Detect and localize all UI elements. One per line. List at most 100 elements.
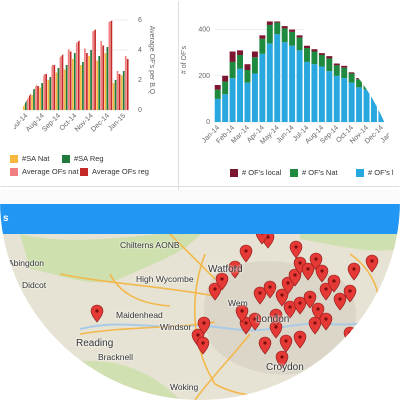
map-marker-icon: [289, 240, 303, 259]
map-marker-dot: [313, 321, 317, 325]
stacked-bar-segment: [237, 68, 244, 122]
stacked-bar-segment: [311, 49, 318, 52]
legend-item[interactable]: #SA Nat: [10, 154, 50, 163]
stacked-bar-segment: [385, 95, 392, 102]
stacked-bar-segment: [378, 88, 385, 90]
y-tick-label: 2: [138, 77, 142, 84]
bar: [92, 26, 94, 110]
map-canvas[interactable]: [0, 234, 400, 400]
stacked-bar-segment: [244, 70, 251, 83]
stacked-bar-segment: [214, 89, 221, 99]
stacked-bar-segment: [274, 21, 281, 23]
stacked-bar-segment: [333, 75, 340, 122]
stacked-bar-segment: [289, 45, 296, 122]
legend-item[interactable]: Average OFs reg: [80, 167, 149, 176]
bar: [100, 41, 103, 110]
map-marker-dot: [220, 277, 224, 281]
bar: [37, 86, 39, 110]
map-marker-icon: [281, 276, 295, 295]
legend-item[interactable]: Average OFs nat: [10, 167, 79, 176]
map-marker-icon: [327, 274, 341, 293]
bar: [88, 56, 90, 110]
map-marker-icon: [308, 316, 322, 335]
map-section-title: s: [3, 213, 9, 224]
stacked-bar-segment: [348, 73, 355, 83]
map-marker-icon: [228, 260, 242, 279]
bar: [33, 89, 35, 110]
stacked-bar-segment: [304, 45, 310, 49]
legend-item[interactable]: # OF's l: [356, 168, 394, 177]
map-marker-icon: [303, 290, 317, 309]
y-tick-label: 6: [138, 17, 142, 24]
map-marker-icon: [293, 296, 307, 315]
map-marker-dot: [324, 317, 328, 321]
legend-item[interactable]: #SA Reg: [62, 154, 104, 163]
stacked-bar-segment: [296, 35, 303, 38]
stacked-bar-segment: [333, 65, 340, 76]
section-gap: [0, 190, 400, 204]
stacked-bar-segment: [393, 97, 400, 99]
map-marker-dot: [298, 335, 302, 339]
map-marker-icon: [258, 336, 272, 355]
map-marker-dot: [280, 355, 284, 359]
y-tick-label: 4: [138, 47, 142, 54]
stacked-bar-segment: [363, 81, 370, 90]
stacked-bar-segment: [370, 83, 377, 86]
stacked-bar-segment: [229, 61, 236, 79]
map-marker-dot: [306, 267, 310, 271]
bar: [47, 80, 50, 110]
stacked-bar-segment: [281, 42, 288, 123]
map-marker-icon: [319, 282, 333, 301]
bar: [114, 80, 117, 110]
stacked-bar-segment: [266, 24, 273, 44]
stacked-bar-segment: [229, 51, 236, 62]
legend-item[interactable]: # OF's local: [230, 168, 281, 177]
bar: [29, 90, 31, 110]
stacked-bar-segment: [356, 87, 363, 122]
stacked-bar-segment: [311, 64, 318, 122]
bar: [120, 75, 123, 110]
map-marker-icon: [253, 286, 267, 305]
legend-item[interactable]: # OF's Nat: [290, 168, 338, 177]
y-tick-label: 0: [206, 119, 210, 126]
stacked-bar-segment: [251, 73, 258, 122]
bar: [55, 72, 58, 110]
bar: [23, 98, 25, 110]
map-marker-icon: [197, 316, 211, 335]
stacked-bar-segment: [244, 82, 251, 122]
stacked-bar-segment: [385, 94, 392, 96]
map-marker-icon: [269, 308, 283, 327]
legend-swatch: [230, 168, 238, 177]
bar: [112, 83, 115, 110]
bar: [63, 69, 66, 110]
map-view[interactable]: Chilterns AONB Abingdon High Wycombe Watfor…: [0, 234, 400, 400]
place-label: Maidenhead: [116, 310, 163, 320]
stacked-bar-segment: [370, 91, 377, 122]
stacked-bar-segment: [326, 56, 333, 59]
map-marker-icon: [288, 268, 302, 287]
stacked-bar-segment: [214, 98, 221, 122]
stacked-bar-segment: [274, 22, 281, 35]
map-marker-dot: [348, 289, 352, 293]
map-marker-dot: [370, 259, 374, 263]
bar: [69, 51, 72, 110]
map-marker-icon: [196, 336, 210, 355]
bar: [96, 60, 99, 110]
stacked-bar-segment: [341, 78, 348, 122]
stacked-bar-segment: [333, 63, 340, 66]
stacked-bar-segment: [222, 81, 229, 95]
map-marker-icon: [239, 244, 253, 263]
map-marker-icon: [343, 284, 357, 303]
y-tick-label: 200: [198, 73, 210, 80]
stacked-bar-segment: [251, 57, 258, 74]
map-marker-dot: [274, 325, 278, 329]
stacked-bar-segment: [356, 78, 363, 80]
bar: [82, 62, 84, 110]
stacked-bar-segment: [266, 21, 273, 25]
bar: [51, 62, 54, 110]
bar: [59, 44, 62, 110]
map-marker-dot: [213, 287, 217, 291]
bar: [126, 59, 129, 110]
